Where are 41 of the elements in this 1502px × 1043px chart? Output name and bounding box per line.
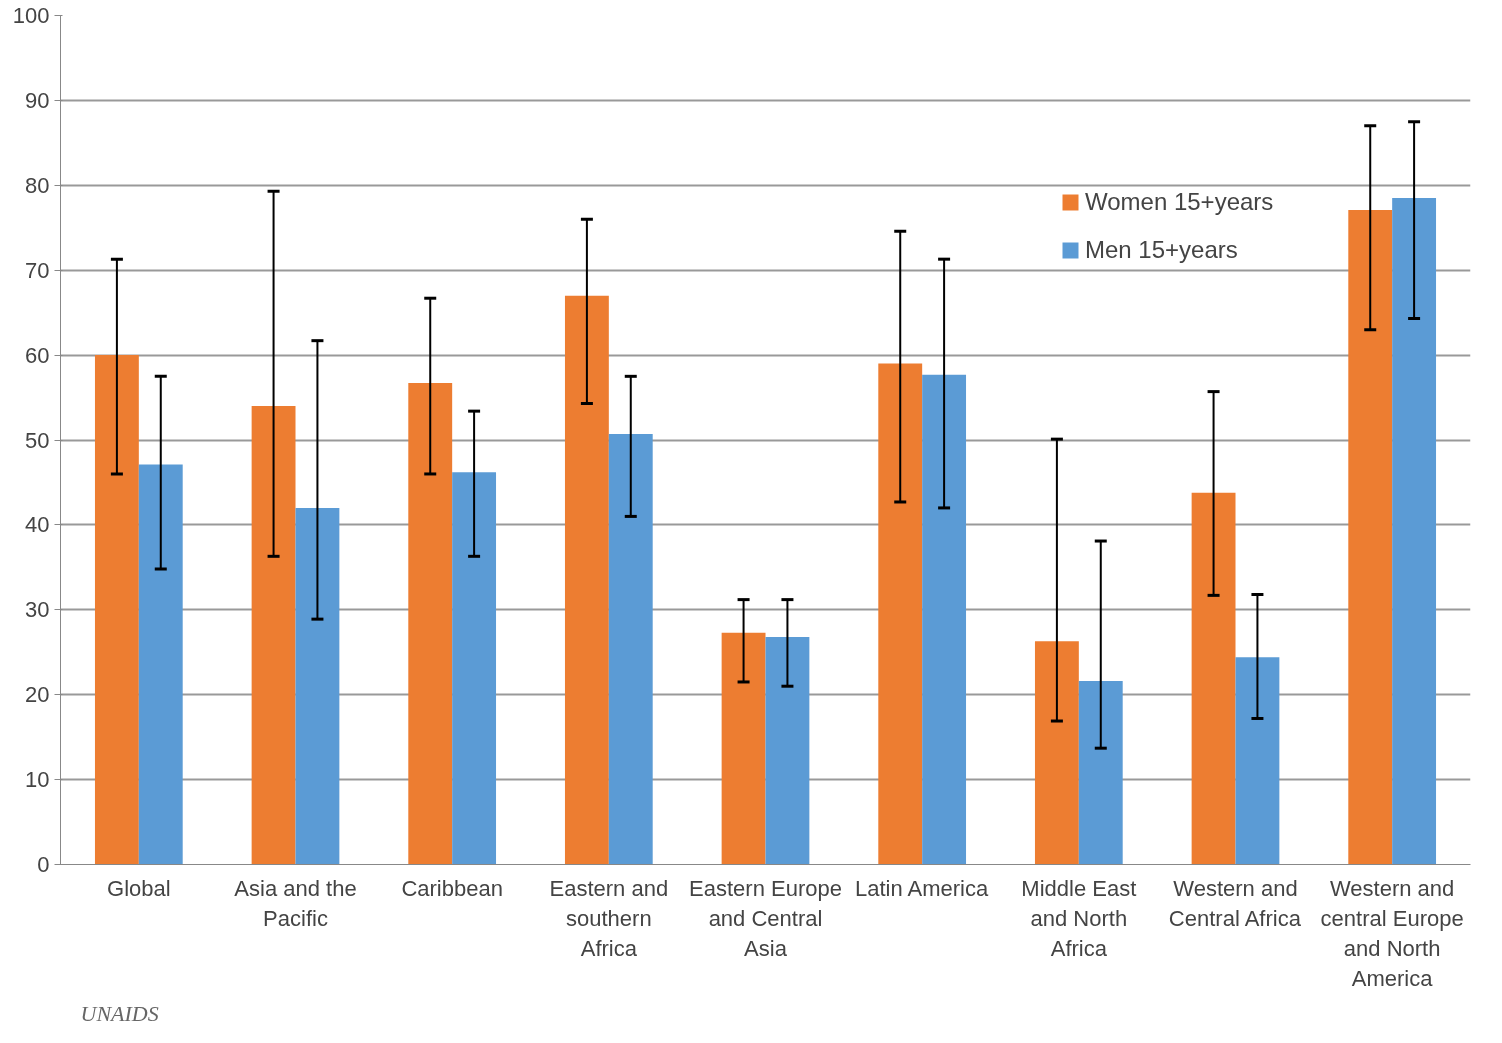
bar [765,636,810,865]
bar [94,355,139,865]
x-tick-label: Middle East and North Africa [1021,875,1137,961]
bar [408,383,453,865]
y-tick-label: 40 [25,512,50,538]
bar [564,295,609,865]
text: UNAIDS [80,1000,159,1026]
bar [1348,209,1393,865]
bar [138,464,183,865]
bar [608,434,653,865]
x-tick-label: Global [107,875,171,901]
bar [295,507,340,865]
y-tick-label: 80 [25,172,50,198]
y-tick-label: 70 [25,257,50,283]
x-tick-label: Asia and the Pacific [234,875,357,931]
x-tick-label: Eastern Europe and Central Asia [689,875,842,961]
y-tick-label: 60 [25,342,50,368]
legend-label: Women 15+years [1085,188,1274,216]
bar [452,472,497,865]
y-tick-label: 20 [25,682,50,708]
x-tick-label: Eastern and southern Africa [549,875,669,961]
y-tick-label: 90 [25,87,50,113]
bar [1235,657,1280,865]
legend-label: Men 15+years [1085,236,1238,264]
x-tick-label: Caribbean [401,875,503,901]
bar [878,363,923,865]
y-tick-label: 0 [37,852,50,877]
bar [1191,492,1236,865]
y-tick-label: 30 [25,597,50,623]
x-tick-label: Western and central Europe and North America [1320,875,1464,991]
bar [922,374,967,865]
bar [1078,681,1123,865]
bar [251,406,296,865]
bar [1034,641,1079,865]
bar [1392,198,1437,865]
y-tick-label: 10 [25,767,50,793]
y-tick-label: 100 [12,3,50,28]
x-tick-label: Western and Central Africa [1168,875,1302,931]
y-tick-label: 50 [25,427,50,453]
x-tick-label: Latin America [854,875,989,901]
bar [721,632,766,865]
